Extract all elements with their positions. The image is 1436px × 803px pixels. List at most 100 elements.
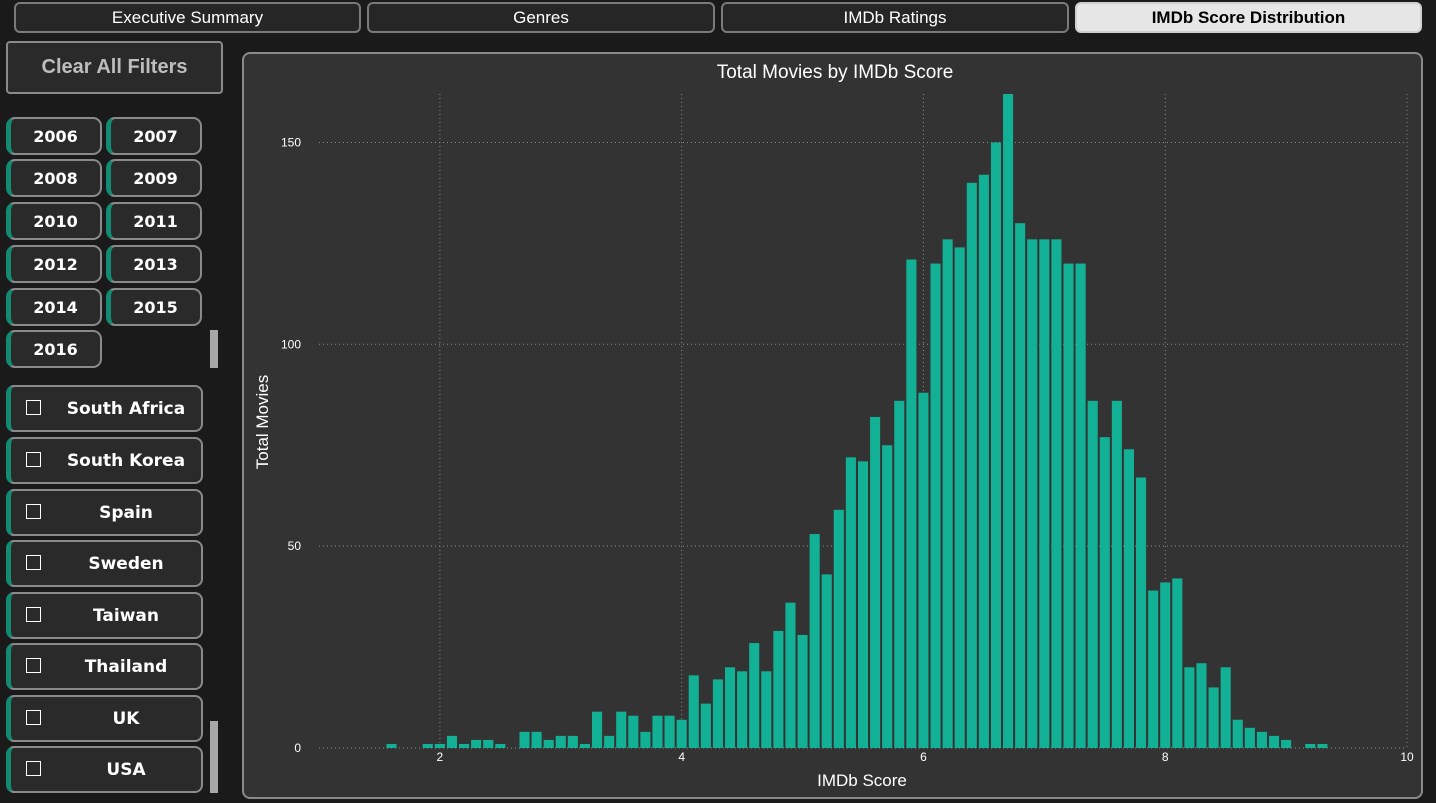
tab-imdb-score-distribution[interactable]: IMDb Score Distribution bbox=[1075, 2, 1422, 33]
histogram-bar[interactable] bbox=[1256, 731, 1267, 748]
histogram-bar[interactable] bbox=[567, 735, 578, 748]
histogram-bar[interactable] bbox=[1039, 239, 1050, 749]
checkbox-icon[interactable] bbox=[26, 504, 41, 519]
year-button-2006[interactable]: 2006 bbox=[6, 117, 102, 155]
histogram-bar[interactable] bbox=[640, 731, 651, 748]
histogram-bar[interactable] bbox=[1123, 449, 1134, 748]
year-button-2010[interactable]: 2010 bbox=[6, 202, 102, 240]
year-button-2015[interactable]: 2015 bbox=[106, 288, 202, 326]
histogram-bar[interactable] bbox=[712, 679, 723, 748]
histogram-bar[interactable] bbox=[1003, 94, 1014, 748]
histogram-bar[interactable] bbox=[1317, 743, 1328, 748]
histogram-bar[interactable] bbox=[857, 461, 869, 748]
histogram-bar[interactable] bbox=[688, 675, 699, 748]
histogram-bar[interactable] bbox=[446, 735, 458, 748]
histogram-bar[interactable] bbox=[652, 715, 663, 748]
histogram-bar[interactable] bbox=[918, 392, 929, 748]
histogram-bar[interactable] bbox=[664, 715, 675, 748]
country-option-thailand[interactable]: Thailand bbox=[6, 643, 203, 690]
histogram-bar[interactable] bbox=[543, 739, 554, 748]
histogram-bar[interactable] bbox=[845, 457, 856, 748]
checkbox-icon[interactable] bbox=[26, 658, 41, 673]
year-button-2016[interactable]: 2016 bbox=[6, 330, 102, 368]
country-option-usa[interactable]: USA bbox=[6, 746, 203, 793]
histogram-bar[interactable] bbox=[870, 416, 881, 748]
year-button-2009[interactable]: 2009 bbox=[106, 159, 202, 197]
histogram-bar[interactable] bbox=[894, 400, 905, 748]
histogram-bar[interactable] bbox=[906, 259, 917, 748]
clear-all-filters-button[interactable]: Clear All Filters bbox=[6, 41, 223, 94]
country-option-spain[interactable]: Spain bbox=[6, 489, 203, 536]
histogram-bar[interactable] bbox=[882, 445, 893, 748]
country-slicer-scrollbar[interactable] bbox=[210, 721, 218, 793]
histogram-bar[interactable] bbox=[1268, 735, 1280, 748]
checkbox-icon[interactable] bbox=[26, 607, 41, 622]
histogram-bar[interactable] bbox=[930, 263, 941, 748]
histogram-bar[interactable] bbox=[1160, 582, 1171, 748]
year-button-2011[interactable]: 2011 bbox=[106, 202, 202, 240]
histogram-bar[interactable] bbox=[990, 142, 1002, 748]
histogram-bar[interactable] bbox=[761, 671, 772, 748]
histogram-bar[interactable] bbox=[1172, 578, 1183, 748]
histogram-bar[interactable] bbox=[471, 739, 482, 748]
year-button-2012[interactable]: 2012 bbox=[6, 245, 102, 283]
histogram-bar[interactable] bbox=[1196, 663, 1207, 748]
histogram-bar[interactable] bbox=[809, 534, 820, 748]
country-option-uk[interactable]: UK bbox=[6, 695, 203, 742]
histogram-bar[interactable] bbox=[700, 703, 711, 748]
histogram-bar[interactable] bbox=[1148, 590, 1159, 748]
histogram-bar[interactable] bbox=[604, 735, 615, 748]
histogram-bar[interactable] bbox=[978, 174, 989, 749]
histogram-bar[interactable] bbox=[386, 743, 397, 748]
histogram-bar[interactable] bbox=[1063, 263, 1074, 748]
histogram-bar[interactable] bbox=[773, 630, 784, 748]
histogram-bar[interactable] bbox=[1099, 437, 1110, 748]
histogram-bar[interactable] bbox=[1208, 687, 1219, 748]
year-button-2014[interactable]: 2014 bbox=[6, 288, 102, 326]
year-button-2013[interactable]: 2013 bbox=[106, 245, 202, 283]
histogram-bar[interactable] bbox=[942, 239, 953, 749]
histogram-bar[interactable] bbox=[1087, 400, 1098, 748]
tab-imdb-ratings[interactable]: IMDb Ratings bbox=[721, 2, 1069, 33]
histogram-bar[interactable] bbox=[676, 719, 687, 748]
histogram-bar[interactable] bbox=[628, 715, 639, 748]
country-option-south-korea[interactable]: South Korea bbox=[6, 437, 203, 484]
year-button-2007[interactable]: 2007 bbox=[106, 117, 202, 155]
checkbox-icon[interactable] bbox=[26, 555, 41, 570]
histogram-bar[interactable] bbox=[833, 509, 844, 748]
histogram-bar[interactable] bbox=[785, 602, 796, 748]
histogram-bar[interactable] bbox=[1220, 667, 1231, 748]
tab-executive-summary[interactable]: Executive Summary bbox=[14, 2, 361, 33]
histogram-bar[interactable] bbox=[737, 671, 748, 748]
histogram-bar[interactable] bbox=[495, 743, 506, 748]
histogram-bar[interactable] bbox=[954, 247, 965, 748]
histogram-bar[interactable] bbox=[1305, 743, 1316, 748]
histogram-bar[interactable] bbox=[1015, 223, 1026, 748]
tab-genres[interactable]: Genres bbox=[367, 2, 715, 33]
histogram-bar[interactable] bbox=[1136, 477, 1147, 748]
histogram-bar[interactable] bbox=[1075, 263, 1086, 748]
checkbox-icon[interactable] bbox=[26, 400, 41, 415]
histogram-bar[interactable] bbox=[483, 739, 494, 748]
histogram-bar[interactable] bbox=[966, 182, 977, 748]
histogram-bar[interactable] bbox=[1184, 667, 1195, 748]
country-option-taiwan[interactable]: Taiwan bbox=[6, 592, 203, 639]
country-option-south-africa[interactable]: South Africa bbox=[6, 385, 203, 432]
histogram-bar[interactable] bbox=[422, 743, 433, 748]
histogram-bar[interactable] bbox=[1281, 739, 1292, 748]
histogram-bar[interactable] bbox=[1051, 239, 1062, 749]
histogram-bar[interactable] bbox=[821, 574, 832, 748]
histogram-bar[interactable] bbox=[1244, 727, 1255, 748]
histogram-bar[interactable] bbox=[616, 711, 627, 748]
histogram-bar[interactable] bbox=[555, 735, 566, 748]
histogram-bar[interactable] bbox=[592, 711, 603, 748]
year-slicer-scrollbar[interactable] bbox=[210, 330, 218, 368]
year-button-2008[interactable]: 2008 bbox=[6, 159, 102, 197]
country-option-sweden[interactable]: Sweden bbox=[6, 540, 203, 587]
histogram-bar[interactable] bbox=[1027, 239, 1038, 749]
histogram-bar[interactable] bbox=[519, 731, 530, 748]
histogram-bar[interactable] bbox=[797, 634, 808, 748]
histogram-bar[interactable] bbox=[459, 743, 470, 748]
histogram-bar[interactable] bbox=[749, 643, 760, 748]
checkbox-icon[interactable] bbox=[26, 710, 41, 725]
